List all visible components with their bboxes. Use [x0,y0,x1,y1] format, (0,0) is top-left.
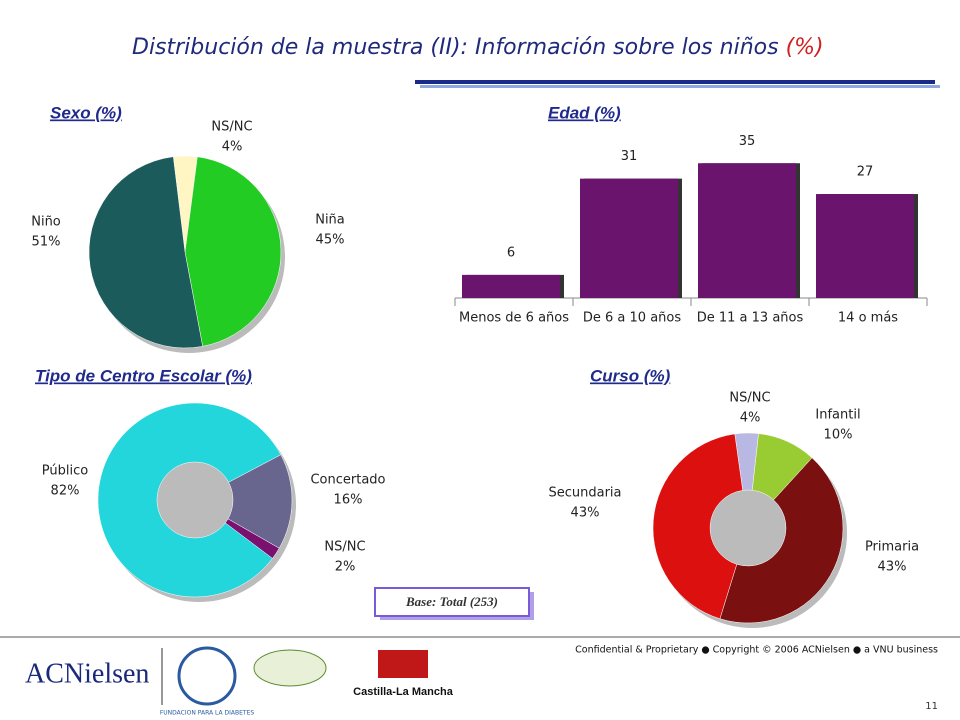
bar [462,274,560,298]
pie-slice [184,156,282,347]
footer-text: Confidential & Proprietary ● Copyright ©… [575,645,938,656]
base-note: Base: Total (253) [405,594,498,609]
pie-slice [652,433,743,620]
chart-title: Sexo (%) [50,103,122,122]
pie-slice [751,433,813,501]
bar-value: 6 [507,245,515,260]
slice-value: 43% [571,506,600,521]
bar-value: 31 [621,149,638,164]
logo-fundacion-text: FUNDACION PARA LA DIABETES [160,710,255,717]
logo-castilla-mark [378,650,428,678]
slice-name: Primaria [865,540,919,555]
slice-value: 45% [316,233,345,248]
slice-name: Niña [315,213,345,228]
chart-title: Edad (%) [548,103,621,122]
pie-slice [88,156,203,349]
base-box [374,587,530,617]
slice-value: 51% [32,235,61,250]
slice-name: Secundaria [548,486,621,501]
slice-name: Niño [31,215,61,230]
bar-value: 27 [857,165,874,180]
logo-fundacion [177,646,237,706]
slice-value: 4% [222,140,243,155]
slice-name: Público [42,464,88,479]
chart-title: Tipo de Centro Escolar (%) [35,366,252,385]
title-rule [415,80,935,84]
logo-acnielsen: ACNielsen [25,658,149,689]
slice-name: NS/NC [324,540,365,555]
x-tick-label: De 6 a 10 años [583,311,681,326]
x-tick-label: De 11 a 13 años [697,311,804,326]
pie-slice [97,402,282,598]
logo-castilla: Castilla-La Mancha [353,686,454,698]
slice-value: 82% [51,484,80,499]
slice-value: 2% [335,560,356,575]
pie-slice [224,518,280,559]
x-tick-label: 14 o más [838,311,898,326]
bar-value: 35 [739,134,756,149]
slice-value: 4% [740,411,761,426]
x-tick-label: Menos de 6 años [459,311,569,326]
slice-name: Concertado [310,473,385,488]
bar [698,163,796,298]
pie-slice [227,454,293,549]
slide-title: Distribución de la muestra (II): Informa… [132,35,824,60]
bar [816,194,914,298]
chart-title: Curso (%) [590,366,671,385]
slice-name: NS/NC [211,120,252,135]
slice-name: NS/NC [729,391,770,406]
slice-value: 43% [878,560,907,575]
title-rule-shadow [420,85,940,88]
slice-value: 16% [334,493,363,508]
slice-value: 10% [824,428,853,443]
page-number: 11 [925,701,938,712]
logo-leaf [253,649,327,687]
pie-slice [719,457,844,624]
slice-name: Infantil [815,408,860,423]
bar [580,178,678,298]
